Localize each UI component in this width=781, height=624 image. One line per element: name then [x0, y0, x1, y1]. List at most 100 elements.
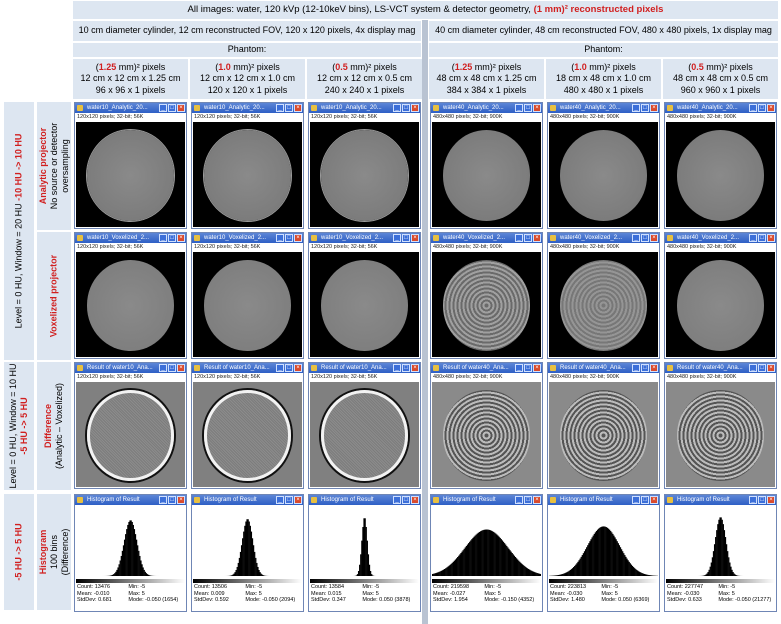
histogram-window[interactable]: Histogram of Result _ □ × Count: 13476 Mi…	[74, 494, 187, 612]
maximize-icon[interactable]: □	[524, 104, 532, 112]
maximize-icon[interactable]: □	[168, 496, 176, 504]
close-icon[interactable]: ×	[650, 104, 658, 112]
maximize-icon[interactable]: □	[402, 496, 410, 504]
voxelized-image[interactable]	[76, 252, 185, 357]
minimize-icon[interactable]: _	[632, 104, 640, 112]
close-icon[interactable]: ×	[533, 234, 541, 242]
histogram-titlebar[interactable]: Histogram of Result _ □ ×	[192, 495, 303, 505]
close-icon[interactable]: ×	[177, 104, 185, 112]
close-icon[interactable]: ×	[533, 496, 541, 504]
voxelized-image-window[interactable]: water40_Voxelized_2... _ □ × 480x480 pix…	[664, 232, 777, 359]
analytic-image-window[interactable]: water40_Analytic_20... _ □ × 480x480 pix…	[430, 102, 543, 229]
difference-image-window[interactable]: Result of water40_Ana... _ □ × 480x480 p…	[430, 362, 543, 489]
analytic-image-window[interactable]: water10_Analytic_20... _ □ × 120x120 pix…	[74, 102, 187, 229]
difference-titlebar[interactable]: Result of water40_Ana... _ □ ×	[431, 363, 542, 373]
minimize-icon[interactable]: _	[276, 234, 284, 242]
voxelized-titlebar[interactable]: water40_Voxelized_2... _ □ ×	[665, 233, 776, 243]
minimize-icon[interactable]: _	[276, 364, 284, 372]
minimize-icon[interactable]: _	[159, 364, 167, 372]
analytic-titlebar[interactable]: water10_Analytic_20... _ □ ×	[309, 103, 420, 113]
close-icon[interactable]: ×	[177, 364, 185, 372]
difference-image-window[interactable]: Result of water10_Ana... _ □ × 120x120 p…	[191, 362, 304, 489]
maximize-icon[interactable]: □	[758, 364, 766, 372]
close-icon[interactable]: ×	[767, 496, 775, 504]
close-icon[interactable]: ×	[294, 234, 302, 242]
close-icon[interactable]: ×	[294, 496, 302, 504]
minimize-icon[interactable]: _	[393, 234, 401, 242]
close-icon[interactable]: ×	[767, 104, 775, 112]
maximize-icon[interactable]: □	[402, 364, 410, 372]
difference-image[interactable]	[549, 382, 658, 487]
maximize-icon[interactable]: □	[641, 104, 649, 112]
maximize-icon[interactable]: □	[285, 496, 293, 504]
voxelized-image-window[interactable]: water10_Voxelized_2... _ □ × 120x120 pix…	[74, 232, 187, 359]
close-icon[interactable]: ×	[767, 234, 775, 242]
analytic-image[interactable]	[666, 122, 775, 227]
maximize-icon[interactable]: □	[285, 364, 293, 372]
voxelized-image-window[interactable]: water10_Voxelized_2... _ □ × 120x120 pix…	[191, 232, 304, 359]
maximize-icon[interactable]: □	[758, 496, 766, 504]
maximize-icon[interactable]: □	[524, 234, 532, 242]
difference-image[interactable]	[76, 382, 185, 487]
difference-titlebar[interactable]: Result of water10_Ana... _ □ ×	[192, 363, 303, 373]
maximize-icon[interactable]: □	[758, 234, 766, 242]
minimize-icon[interactable]: _	[515, 234, 523, 242]
maximize-icon[interactable]: □	[641, 364, 649, 372]
minimize-icon[interactable]: _	[515, 496, 523, 504]
close-icon[interactable]: ×	[411, 496, 419, 504]
maximize-icon[interactable]: □	[285, 234, 293, 242]
minimize-icon[interactable]: _	[632, 234, 640, 242]
minimize-icon[interactable]: _	[276, 104, 284, 112]
difference-image[interactable]	[193, 382, 302, 487]
maximize-icon[interactable]: □	[168, 104, 176, 112]
close-icon[interactable]: ×	[294, 104, 302, 112]
close-icon[interactable]: ×	[533, 104, 541, 112]
difference-titlebar[interactable]: Result of water40_Ana... _ □ ×	[548, 363, 659, 373]
close-icon[interactable]: ×	[650, 234, 658, 242]
minimize-icon[interactable]: _	[276, 496, 284, 504]
minimize-icon[interactable]: _	[515, 364, 523, 372]
maximize-icon[interactable]: □	[524, 364, 532, 372]
minimize-icon[interactable]: _	[749, 104, 757, 112]
voxelized-image[interactable]	[193, 252, 302, 357]
minimize-icon[interactable]: _	[393, 496, 401, 504]
voxelized-image[interactable]	[549, 252, 658, 357]
analytic-titlebar[interactable]: water10_Analytic_20... _ □ ×	[192, 103, 303, 113]
voxelized-image-window[interactable]: water40_Voxelized_2... _ □ × 480x480 pix…	[430, 232, 543, 359]
voxelized-titlebar[interactable]: water10_Voxelized_2... _ □ ×	[309, 233, 420, 243]
analytic-image-window[interactable]: water40_Analytic_20... _ □ × 480x480 pix…	[547, 102, 660, 229]
minimize-icon[interactable]: _	[749, 234, 757, 242]
analytic-image[interactable]	[76, 122, 185, 227]
minimize-icon[interactable]: _	[632, 496, 640, 504]
voxelized-image[interactable]	[666, 252, 775, 357]
analytic-image[interactable]	[549, 122, 658, 227]
analytic-titlebar[interactable]: water40_Analytic_20... _ □ ×	[665, 103, 776, 113]
analytic-image-window[interactable]: water10_Analytic_20... _ □ × 120x120 pix…	[308, 102, 421, 229]
histogram-window[interactable]: Histogram of Result _ □ × Count: 227747 M…	[664, 494, 777, 612]
maximize-icon[interactable]: □	[168, 364, 176, 372]
maximize-icon[interactable]: □	[641, 234, 649, 242]
maximize-icon[interactable]: □	[524, 496, 532, 504]
histogram-window[interactable]: Histogram of Result _ □ × Count: 13584 Mi…	[308, 494, 421, 612]
maximize-icon[interactable]: □	[285, 104, 293, 112]
close-icon[interactable]: ×	[177, 234, 185, 242]
analytic-image-window[interactable]: water40_Analytic_20... _ □ × 480x480 pix…	[664, 102, 777, 229]
voxelized-image-window[interactable]: water10_Voxelized_2... _ □ × 120x120 pix…	[308, 232, 421, 359]
difference-image-window[interactable]: Result of water40_Ana... _ □ × 480x480 p…	[664, 362, 777, 489]
difference-image[interactable]	[310, 382, 419, 487]
minimize-icon[interactable]: _	[749, 364, 757, 372]
voxelized-titlebar[interactable]: water10_Voxelized_2... _ □ ×	[75, 233, 186, 243]
minimize-icon[interactable]: _	[159, 104, 167, 112]
maximize-icon[interactable]: □	[641, 496, 649, 504]
analytic-image[interactable]	[193, 122, 302, 227]
histogram-window[interactable]: Histogram of Result _ □ × Count: 223813 M…	[547, 494, 660, 612]
voxelized-titlebar[interactable]: water10_Voxelized_2... _ □ ×	[192, 233, 303, 243]
difference-image-window[interactable]: Result of water10_Ana... _ □ × 120x120 p…	[308, 362, 421, 489]
histogram-titlebar[interactable]: Histogram of Result _ □ ×	[548, 495, 659, 505]
difference-image[interactable]	[666, 382, 775, 487]
maximize-icon[interactable]: □	[168, 234, 176, 242]
analytic-image-window[interactable]: water10_Analytic_20... _ □ × 120x120 pix…	[191, 102, 304, 229]
maximize-icon[interactable]: □	[758, 104, 766, 112]
close-icon[interactable]: ×	[650, 496, 658, 504]
analytic-titlebar[interactable]: water10_Analytic_20... _ □ ×	[75, 103, 186, 113]
